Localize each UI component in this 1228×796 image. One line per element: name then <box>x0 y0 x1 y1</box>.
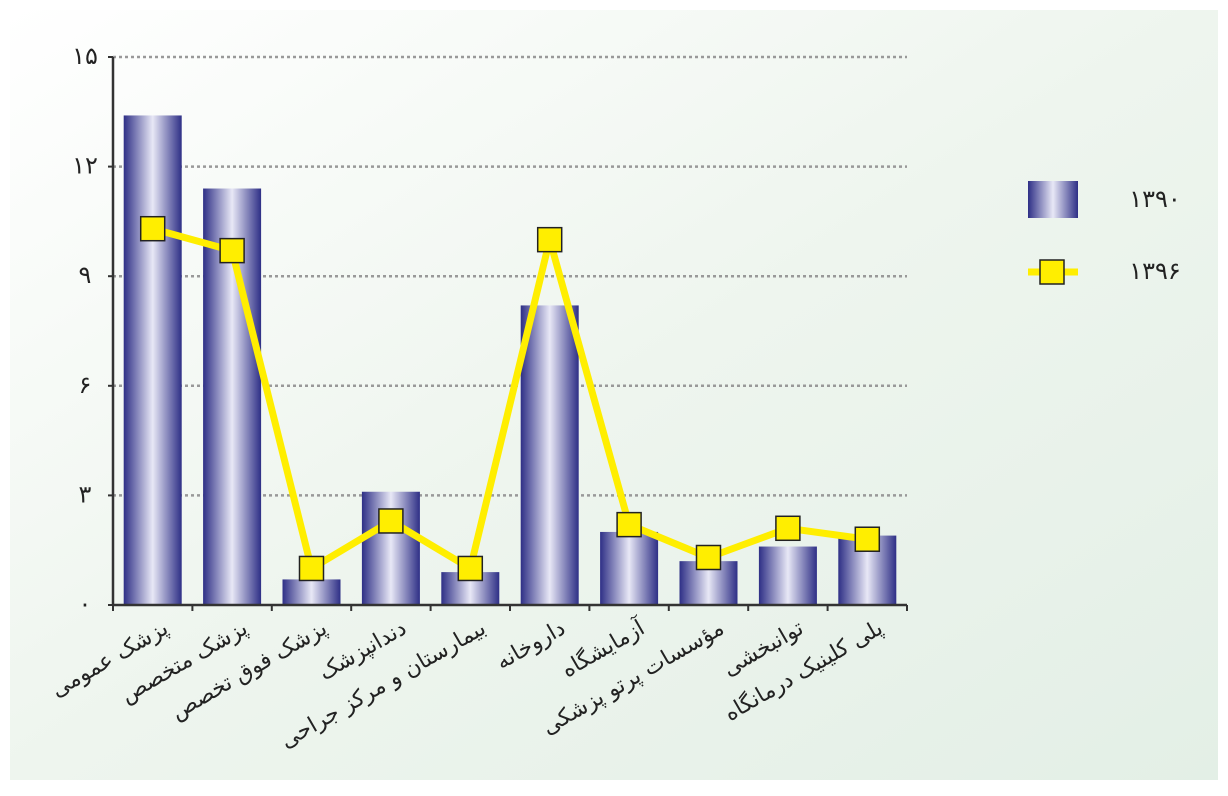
line <box>151 225 868 572</box>
bar <box>600 531 659 605</box>
marker <box>139 215 166 242</box>
marker <box>775 515 801 542</box>
marker <box>457 555 484 582</box>
y-tick-label: ۰ <box>79 590 92 618</box>
marker <box>854 526 881 552</box>
marker <box>695 544 722 571</box>
y-tick-label: ۱۵ <box>72 42 98 70</box>
y-tick-label: ۹ <box>79 261 92 289</box>
marker <box>536 226 563 253</box>
y-tick-label: ۶ <box>79 371 92 399</box>
marker <box>378 508 404 534</box>
marker <box>219 237 245 264</box>
legend-label: ۱۳۹۶ <box>1129 257 1181 285</box>
bar <box>282 579 341 605</box>
bar <box>758 546 817 605</box>
legend-label: ۱۳۹۰ <box>1129 185 1181 213</box>
y-tick-label: ۳ <box>79 480 92 508</box>
marker <box>616 511 642 538</box>
legend-swatch <box>1039 259 1065 285</box>
legend-swatch <box>1028 181 1078 218</box>
bar <box>520 305 579 605</box>
marker <box>298 555 325 582</box>
bar <box>123 115 182 605</box>
y-tick-label: ۱۲ <box>72 152 98 180</box>
